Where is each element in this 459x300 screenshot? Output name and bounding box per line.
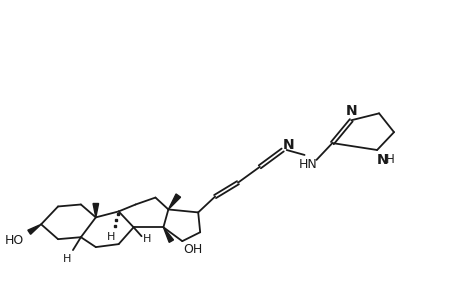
Polygon shape — [93, 203, 98, 218]
Text: HN: HN — [298, 158, 317, 171]
Text: H: H — [63, 254, 71, 264]
Text: H: H — [385, 153, 393, 167]
Text: N: N — [282, 138, 294, 152]
Text: HO: HO — [5, 234, 24, 247]
Polygon shape — [28, 224, 41, 234]
Text: N: N — [375, 153, 387, 167]
Text: H: H — [106, 232, 115, 242]
Text: H: H — [143, 234, 151, 244]
Polygon shape — [163, 227, 173, 242]
Text: OH: OH — [183, 243, 202, 256]
Text: N: N — [345, 104, 356, 118]
Polygon shape — [168, 194, 180, 209]
